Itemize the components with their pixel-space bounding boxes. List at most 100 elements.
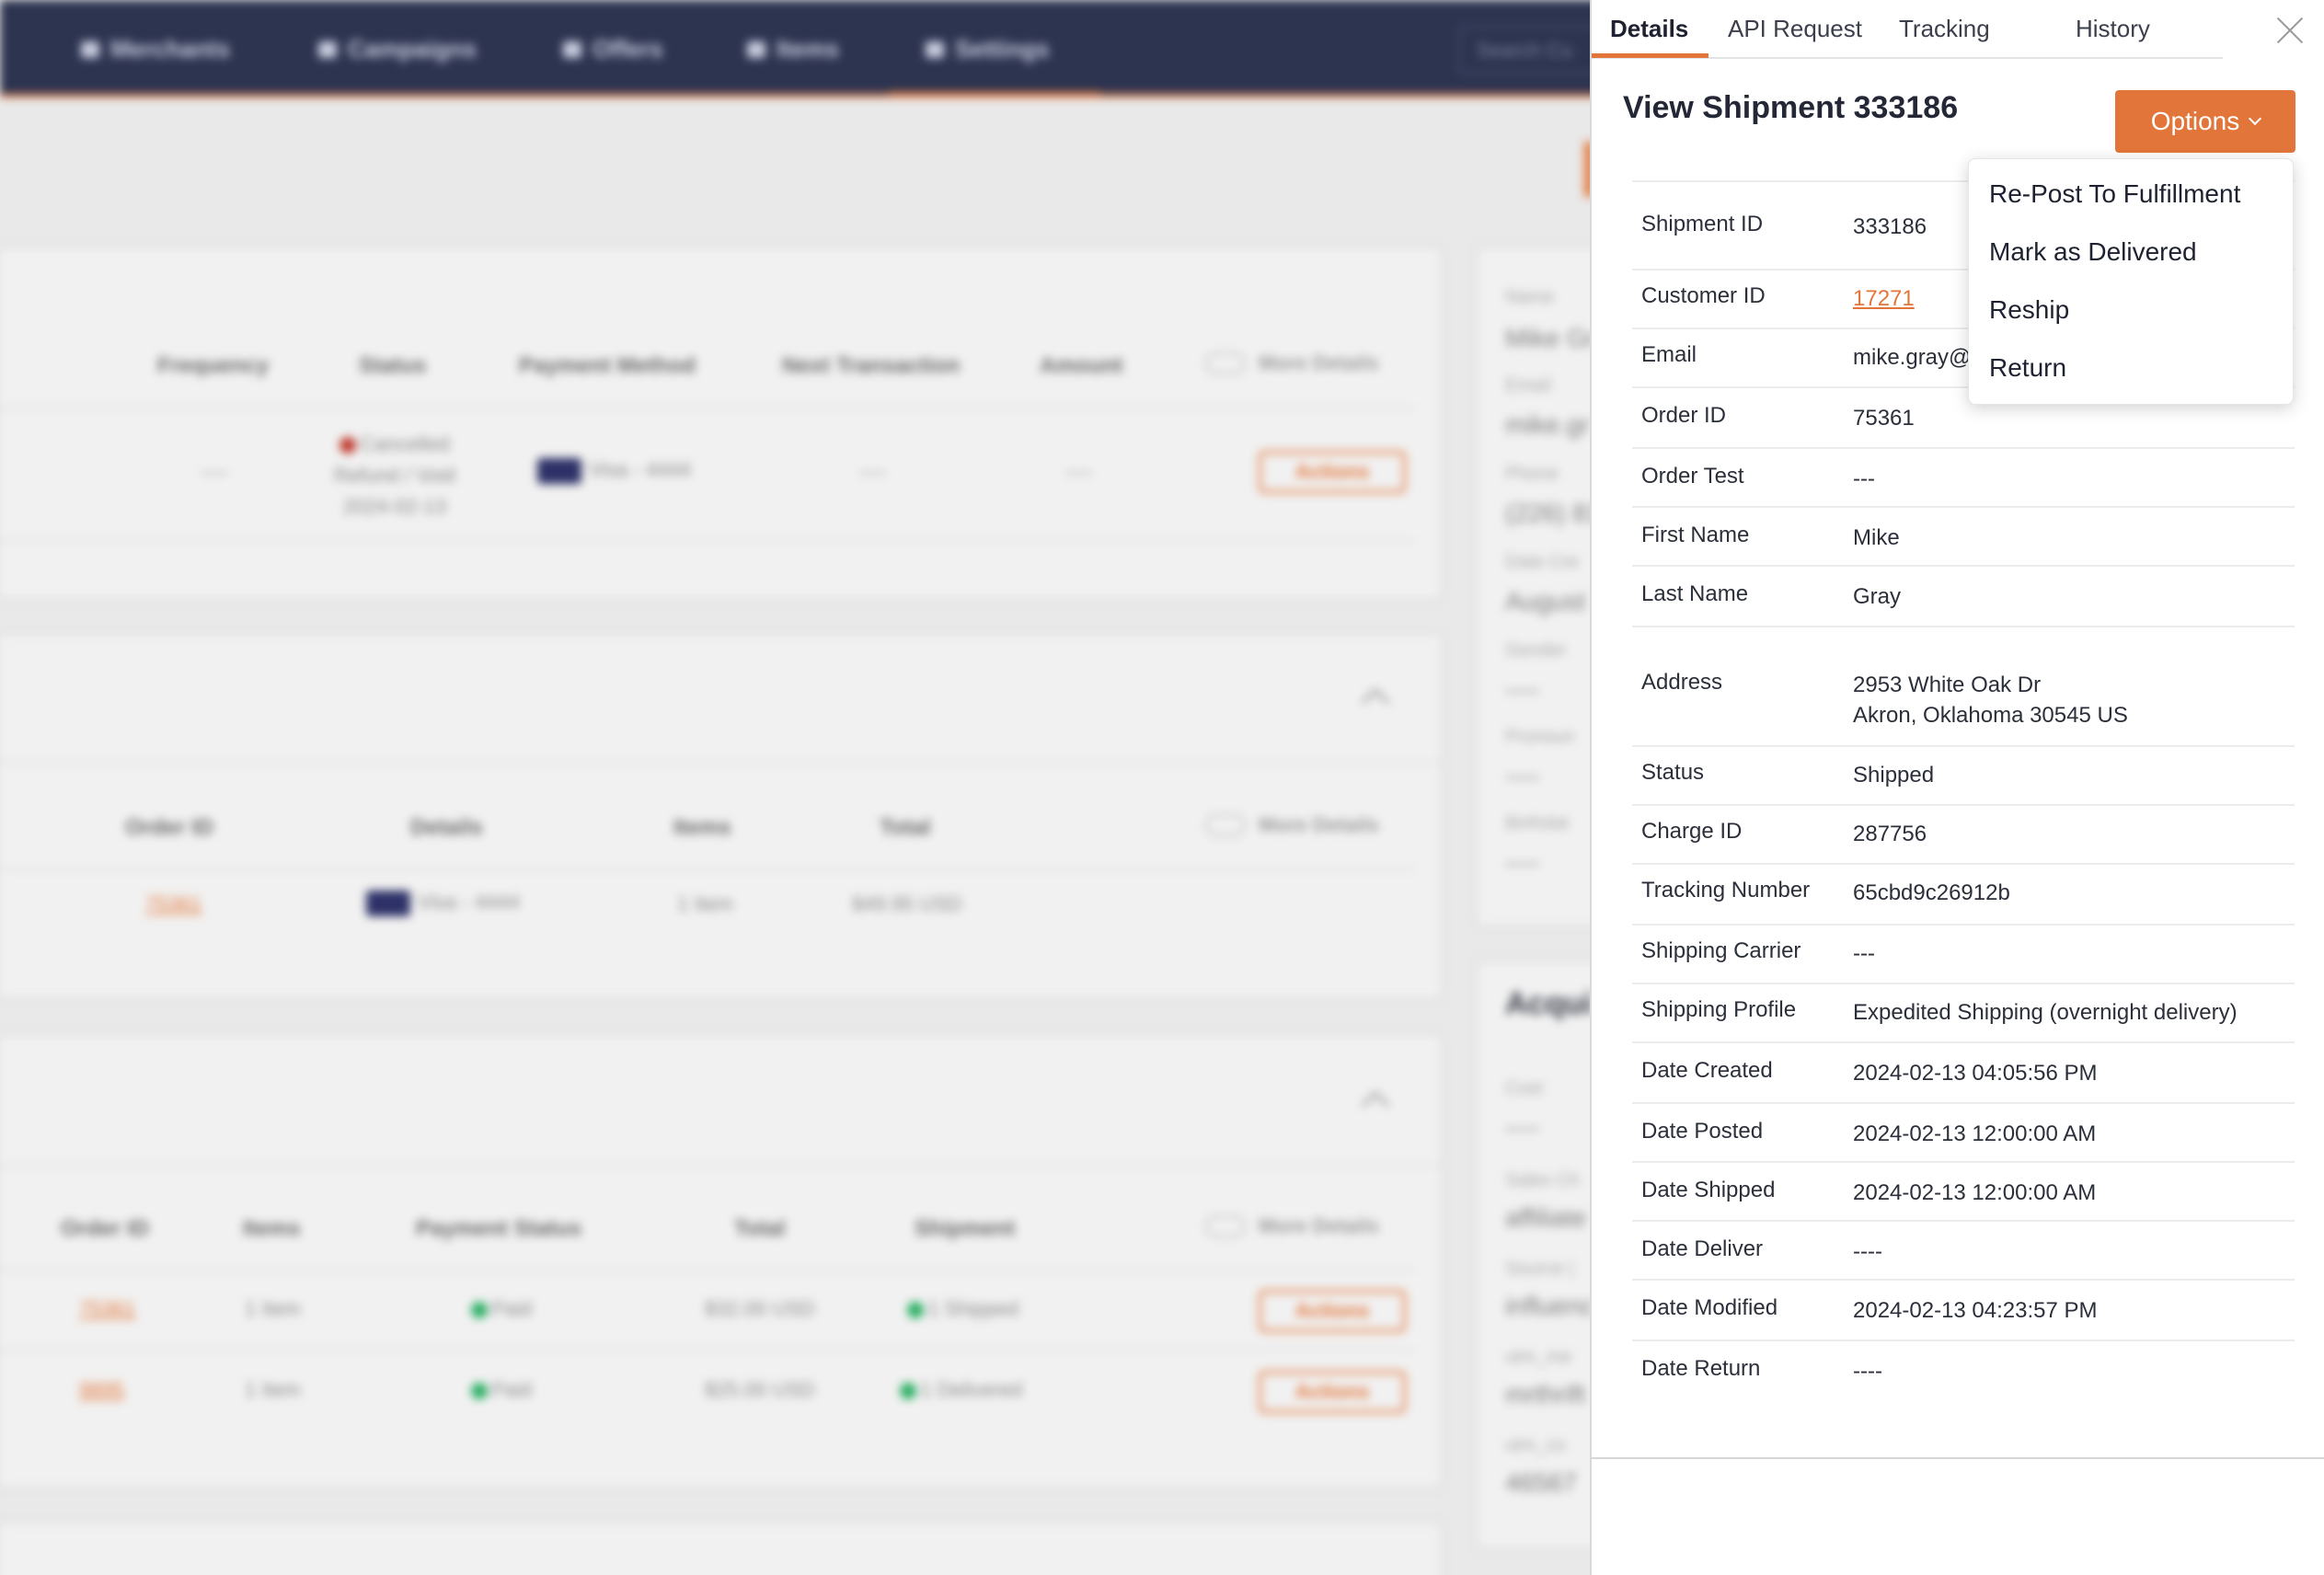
detail-value: 2024-02-13 04:23:57 PM [1853,1298,2098,1323]
col-header: Order ID [61,1216,150,1241]
nav-item-items[interactable]: Items [747,35,839,63]
divider [0,868,1415,870]
menu-item-mark-delivered[interactable]: Mark as Delivered [1989,237,2197,266]
info-value: ---- [1505,848,1540,877]
detail-label: Email [1641,342,1697,367]
detail-label: Address [1641,670,1723,695]
detail-row-shipment-id: Shipment ID 333186 [1632,212,2295,270]
nav-item-merchants[interactable]: Merchants [81,35,230,63]
detail-label: Order ID [1641,403,1727,428]
info-value: ---- [1505,762,1540,790]
shipped-dot [907,1302,924,1319]
tab-api-request[interactable]: API Request [1728,15,1862,42]
detail-label: Date Created [1641,1058,1773,1083]
detail-value: --- [1853,466,1875,491]
col-header: Payment Status [416,1216,582,1241]
info-label: Birthdat [1505,813,1569,833]
order-id-link[interactable]: 9895 [79,1378,124,1401]
detail-value: 2024-02-13 12:00:00 AM [1853,1121,2097,1146]
items-value: 1 Item [677,892,734,915]
bg-primary-button[interactable] [1584,142,1593,197]
payment-status-text: Paid [491,1297,533,1320]
toggle-switch[interactable] [1205,814,1246,836]
detail-row-date-return: Date Return ---- [1632,1341,2295,1400]
info-label: Source ( [1505,1259,1575,1279]
actions-button[interactable]: Actions [1259,451,1406,493]
detail-value: 2024-02-13 04:05:56 PM [1853,1061,2098,1086]
divider [0,762,1444,764]
acquisition-title: Acqui [1505,986,1593,1021]
detail-label: Date Modified [1641,1295,1778,1320]
close-icon[interactable] [2274,15,2306,46]
detail-label: Date Posted [1641,1119,1764,1144]
payment-status: Paid [471,1378,532,1402]
actions-button[interactable]: Actions [1259,1371,1406,1413]
more-details-toggle[interactable]: More Details [1205,813,1379,837]
col-header: Details [410,815,483,840]
detail-label: Date Shipped [1641,1178,1776,1202]
info-label: Name [1505,287,1555,307]
menu-item-reship[interactable]: Reship [1989,295,2070,324]
order-id-link[interactable]: 75361 [145,892,202,915]
info-value: mrthrift [1505,1380,1586,1408]
options-button[interactable]: Options [2115,90,2295,153]
collapse-chevron-icon[interactable] [1361,1090,1390,1120]
customer-id-link[interactable]: 17271 [1853,286,1915,311]
detail-row-email: Email mike.gray@ [1632,329,2295,388]
detail-value: --- [1853,941,1875,966]
more-details-toggle[interactable]: More Details [1205,351,1379,375]
menu-item-return[interactable]: Return [1989,353,2067,382]
detail-label: Shipping Carrier [1641,938,1801,963]
tab-history[interactable]: History [2076,15,2150,42]
paid-dot [471,1302,488,1319]
order-id-link[interactable]: 75361 [79,1297,136,1320]
more-details-toggle[interactable]: More Details [1205,1214,1379,1238]
detail-label: Shipping Profile [1641,997,1797,1022]
detail-label: Tracking Number [1641,878,1811,902]
detail-row-date-modified: Date Modified 2024-02-13 04:23:57 PM [1632,1281,2295,1341]
shipment-text: 1 Delivered [920,1378,1023,1401]
address-line-1: 2953 White Oak Dr [1853,673,2042,697]
divider [1632,180,2295,182]
tab-tracking[interactable]: Tracking [1899,15,1990,42]
address-value: 2953 White Oak Dr Akron, Oklahoma 30545 U… [1853,670,2128,730]
info-label: utm_me [1505,1347,1572,1367]
global-search-input[interactable]: Search Cu [1458,26,1661,74]
info-value: affiliate [1505,1203,1587,1232]
toggle-switch[interactable] [1205,1215,1246,1237]
info-value: ---- [1505,675,1540,704]
tab-details[interactable]: Details [1610,15,1689,42]
payment-text: Visa - 4444 [418,891,520,914]
info-label: Sales Ch [1505,1170,1581,1190]
page-title: View Shipment 333186 [1623,90,1959,125]
detail-row-last-name: Last Name Gray [1632,567,2295,627]
menu-item-repost-fulfillment[interactable]: Re-Post To Fulfillment [1989,179,2241,208]
collapse-chevron-icon[interactable] [1361,687,1390,717]
detail-label: Order Test [1641,464,1744,489]
col-header: Payment Method [519,353,696,378]
nav-item-campaigns[interactable]: Campaigns [318,35,477,63]
status-date: 2024-02-13 [342,495,447,518]
orders-card: Order ID Items Payment Status Total Ship… [0,1034,1444,1489]
tag-icon [563,40,581,58]
actions-button[interactable]: Actions [1259,1290,1406,1332]
toggle-switch[interactable] [1205,352,1246,374]
info-value: mike.gr [1505,410,1590,439]
detail-label: Shipment ID [1641,212,1764,236]
amount-value: ---- [1065,460,1093,483]
options-dropdown-menu: Re-Post To Fulfillment Mark as Delivered… [1968,158,2294,405]
total-value: $25.00 USD [705,1378,815,1401]
divider [0,1349,1415,1351]
divider [0,1270,1415,1271]
detail-value: 2024-02-13 12:00:00 AM [1853,1180,2097,1205]
status-sub: Refund / Void [333,464,456,487]
detail-value: Mike [1853,525,1900,550]
panel-card-border [1592,1457,2324,1459]
total-value: $49.95 USD [852,892,962,915]
nav-item-offers[interactable]: Offers [563,35,663,63]
info-label: Gender [1505,640,1567,661]
divider [0,1165,1444,1167]
nav-item-settings[interactable]: Settings [926,35,1050,63]
info-value: influenc [1505,1292,1594,1320]
